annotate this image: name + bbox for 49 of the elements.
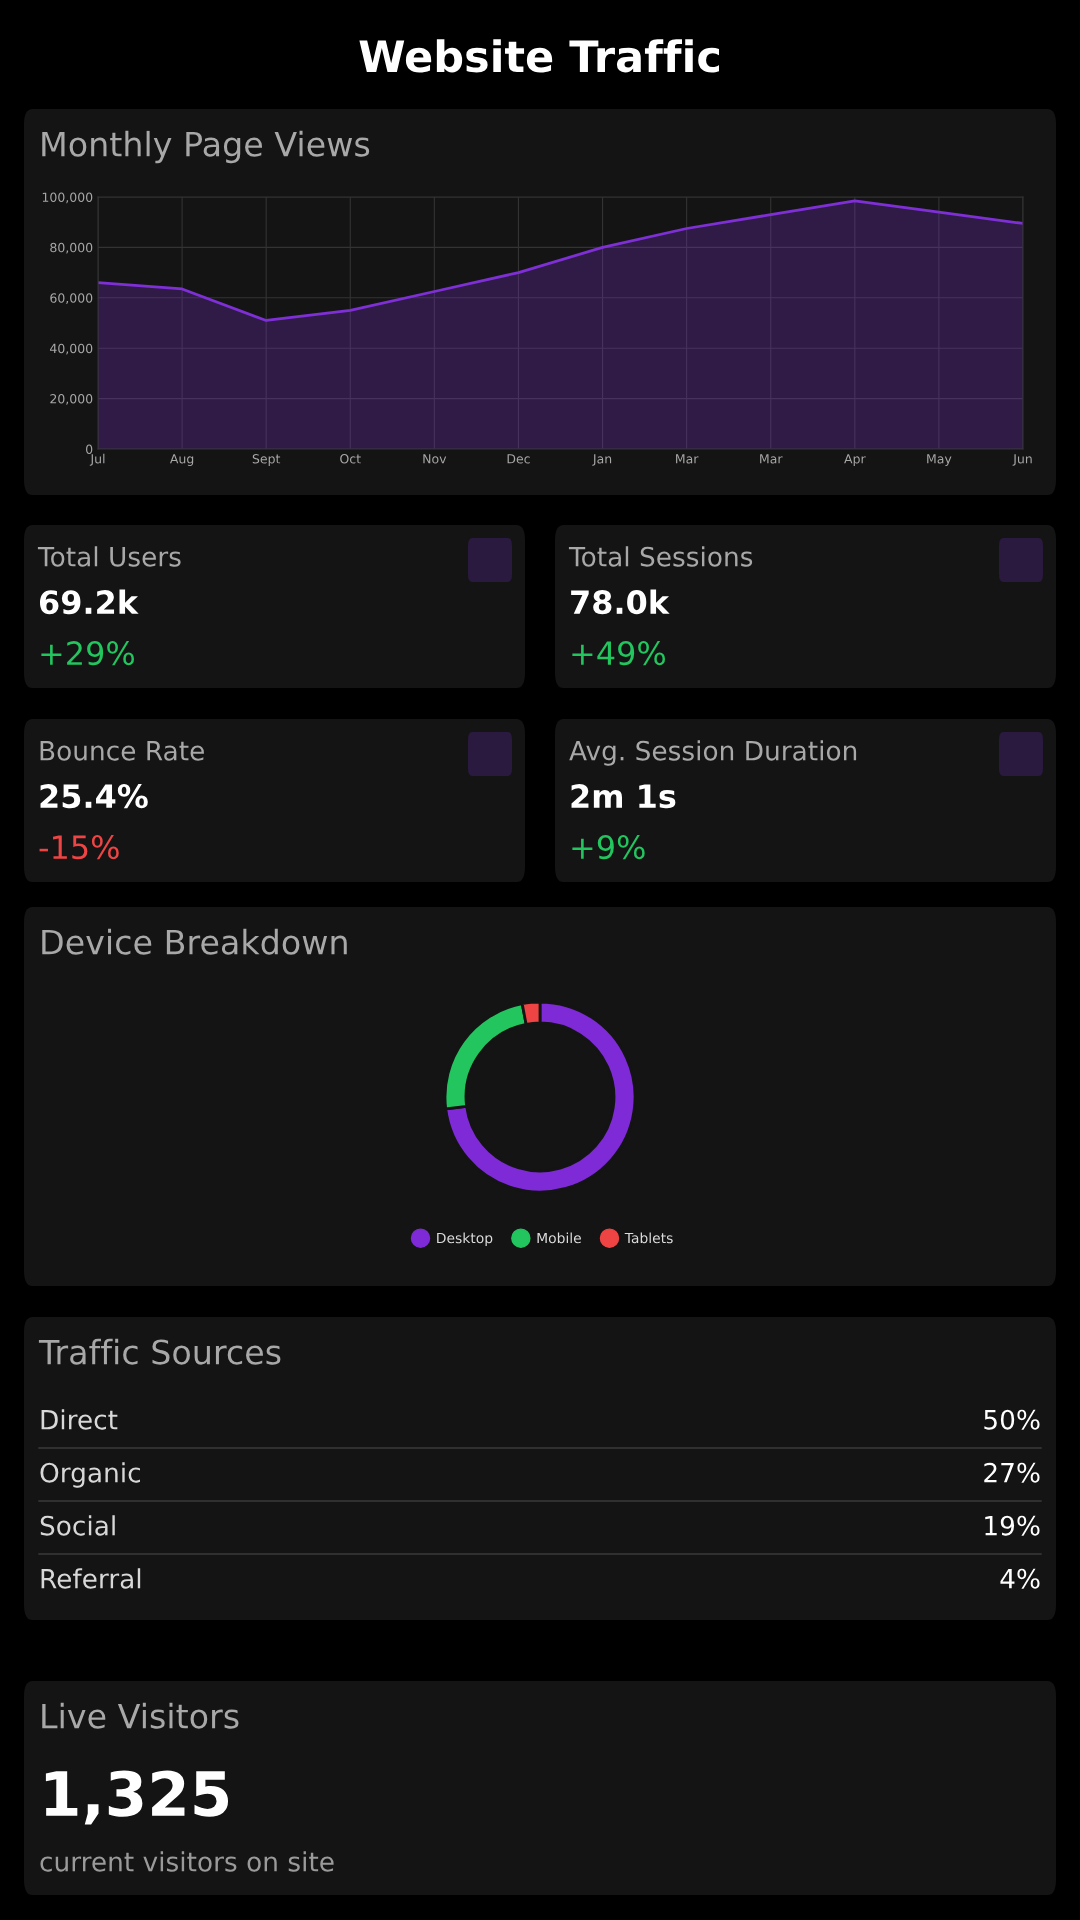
- text: +29%: [41, 641, 134, 666]
- y-tick-label: 100,000: [42, 192, 93, 204]
- text: current visitors on site: [40, 1851, 334, 1872]
- text: Live Visitors: [42, 1702, 239, 1729]
- text: 1,325: [45, 1770, 229, 1825]
- x-tick-label: May: [927, 454, 952, 466]
- category-label: Organic: [40, 1462, 141, 1488]
- x-tick-label: Jun: [1012, 454, 1032, 466]
- text: 25.4%: [40, 784, 148, 809]
- category-label: Referral: [41, 1568, 141, 1589]
- data-label: 27%: [984, 1462, 1040, 1483]
- category-label: Social: [40, 1515, 115, 1536]
- text: +49%: [572, 641, 665, 666]
- y-tick-label: 0: [86, 444, 93, 454]
- text: 78.0k: [571, 589, 670, 615]
- data-label: 19%: [985, 1515, 1040, 1536]
- text: -15%: [39, 835, 119, 860]
- chart-title: Monthly Page Views: [42, 130, 370, 164]
- x-tick-label: Nov: [423, 454, 447, 464]
- data-label: 4%: [1000, 1568, 1040, 1589]
- y-tick-label: 40,000: [50, 343, 93, 355]
- text: Bounce Rate: [40, 741, 204, 761]
- text: 69.2k: [39, 589, 139, 615]
- x-tick-label: Jul: [89, 453, 105, 466]
- legend-label: Desktop: [437, 1232, 493, 1246]
- y-tick-label: 20,000: [50, 394, 93, 405]
- legend-label: Tablets: [624, 1232, 673, 1244]
- text: Traffic Sources: [38, 1338, 281, 1365]
- y-tick-label: 60,000: [50, 293, 93, 304]
- text: Total Sessions: [568, 546, 753, 567]
- chart-title: Device Breakdown: [42, 928, 347, 955]
- category-label: Direct: [41, 1409, 118, 1430]
- text: +9%: [572, 835, 645, 860]
- x-tick-label: Apr: [844, 454, 866, 466]
- x-tick-label: Aug: [169, 454, 194, 466]
- x-tick-label: Mar: [760, 454, 783, 464]
- text: 2m 1s: [571, 784, 676, 809]
- x-tick-label: Oct: [340, 454, 361, 464]
- x-tick-label: Sept: [252, 454, 281, 466]
- legend-label: Mobile: [537, 1232, 581, 1244]
- text: Total Users: [37, 546, 181, 567]
- y-tick-label: 80,000: [50, 242, 93, 254]
- text: Avg. Session Duration: [569, 740, 857, 766]
- x-tick-label: Mar: [676, 454, 699, 464]
- x-tick-label: Dec: [507, 454, 530, 464]
- data-label: 50%: [984, 1409, 1040, 1430]
- donut-slice: [444, 1000, 637, 1194]
- x-tick-label: Jan: [592, 454, 612, 466]
- text: Website Traffic: [359, 39, 720, 73]
